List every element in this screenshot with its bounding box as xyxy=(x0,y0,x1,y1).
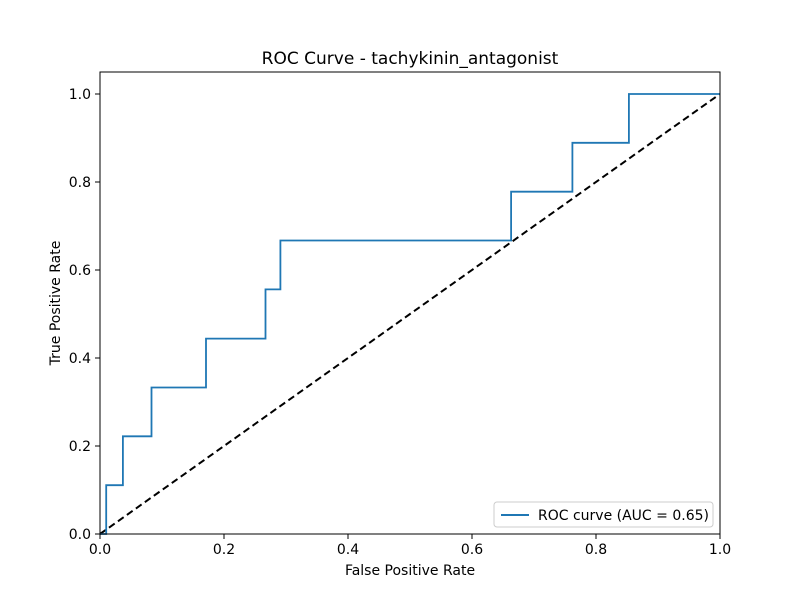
y-tick-label: 1.0 xyxy=(69,87,91,103)
legend: ROC curve (AUC = 0.65) xyxy=(494,502,713,527)
chance-diagonal-line xyxy=(100,94,720,534)
chart-title: ROC Curve - tachykinin_antagonist xyxy=(262,49,559,69)
x-tick-label: 0.6 xyxy=(461,542,483,558)
y-axis-label: True Positive Rate xyxy=(48,241,64,367)
plot-area xyxy=(100,94,720,534)
x-tick-label: 1.0 xyxy=(709,542,731,558)
x-axis-label: False Positive Rate xyxy=(345,563,475,579)
legend-label: ROC curve (AUC = 0.65) xyxy=(538,508,709,524)
plot-frame xyxy=(100,72,720,534)
y-tick-label: 0.4 xyxy=(69,351,91,367)
x-tick-label: 0.0 xyxy=(89,542,111,558)
y-tick-label: 0.6 xyxy=(69,263,91,279)
y-tick-label: 0.2 xyxy=(69,439,91,455)
x-tick-label: 0.2 xyxy=(213,542,235,558)
y-axis: 0.0 0.2 0.4 0.6 0.8 1.0 xyxy=(69,87,100,543)
y-tick-label: 0.0 xyxy=(69,527,91,543)
y-tick-label: 0.8 xyxy=(69,175,91,191)
x-tick-label: 0.8 xyxy=(585,542,607,558)
x-tick-label: 0.4 xyxy=(337,542,359,558)
x-axis: 0.0 0.2 0.4 0.6 0.8 1.0 xyxy=(89,534,731,558)
